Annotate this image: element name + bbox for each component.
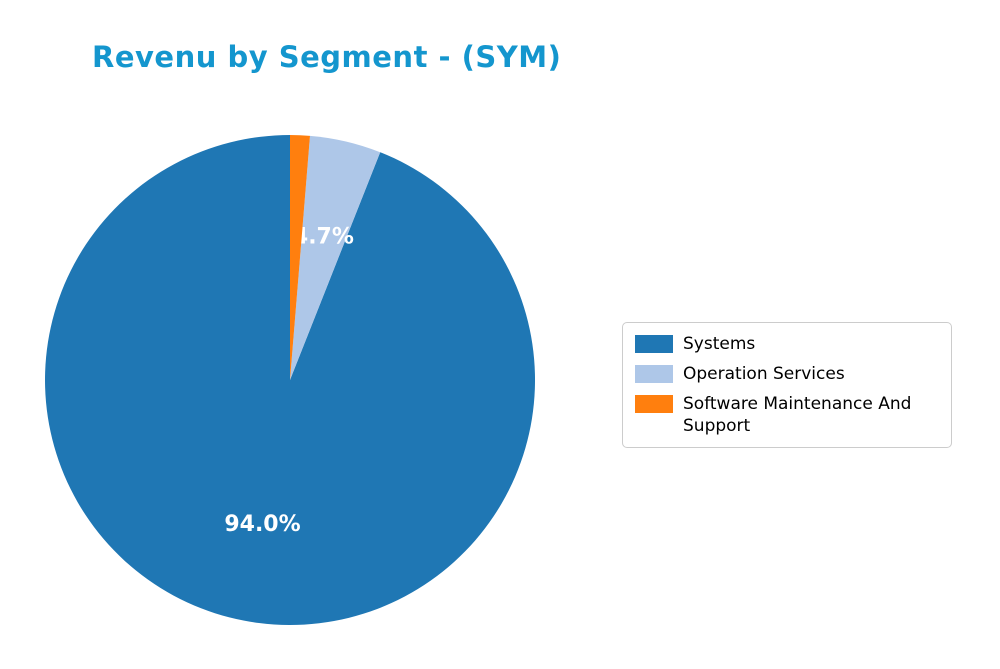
legend-label-systems: Systems	[683, 334, 756, 354]
legend-swatch-software-maintenance	[635, 395, 673, 414]
legend-label-software-maintenance: Software Maintenance And Support	[683, 394, 912, 437]
pie-slice-systems	[45, 135, 536, 625]
legend-item-operation-services: Operation Services	[635, 363, 939, 385]
pct-label-operation-services: 4.7%	[293, 224, 354, 249]
pie-slice-operation-services	[290, 135, 381, 380]
legend-item-software-maintenance: Software Maintenance And Support	[635, 393, 939, 437]
pie-slice-software-maintenance-and-support	[290, 135, 310, 380]
pct-label-systems: 94.0%	[224, 512, 300, 537]
legend-swatch-operation-services	[635, 365, 673, 384]
legend-item-systems: Systems	[635, 333, 939, 355]
legend-label-operation-services: Operation Services	[683, 364, 845, 385]
chart-title: Revenu by Segment - (SYM)	[92, 40, 562, 74]
legend-swatch-systems	[635, 335, 673, 353]
legend: Systems Operation Services Software Main…	[622, 322, 952, 449]
